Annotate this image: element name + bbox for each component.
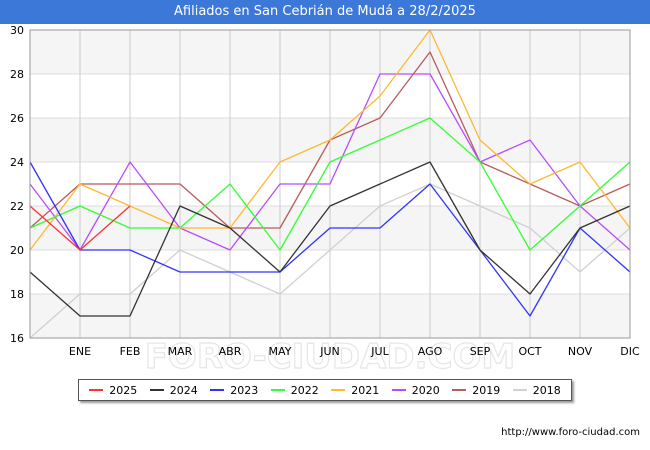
series-line-2025 — [29, 205, 131, 251]
legend-label: 2025 — [109, 383, 138, 397]
series-line-2020 — [29, 73, 631, 251]
legend: 2025 2024 2023 2022 2021 2020 2019 2018 — [78, 379, 572, 401]
legend-item-2024: 2024 — [149, 383, 198, 397]
y-tick-label: 16 — [10, 332, 24, 345]
legend-item-2023: 2023 — [210, 384, 258, 397]
x-tick-label: DIC — [620, 345, 640, 358]
legend-swatch — [512, 389, 527, 391]
x-tick-label: MAR — [168, 345, 193, 358]
y-tick-label: 24 — [10, 156, 24, 169]
legend-label: 2020 — [411, 383, 440, 397]
legend-item-2018: 2018 — [512, 383, 561, 397]
watermark: FORO-CIUDAD.COM — [145, 337, 516, 377]
plot-frame — [29, 29, 631, 339]
source-url: http://www.foro-ciudad.com — [501, 427, 640, 438]
legend-swatch — [210, 389, 225, 391]
legend-item-2021: 2021 — [331, 384, 379, 397]
x-tick-labels: ENE FEB MAR ABR MAY JUN JUL AGO SEP OCT NOV DIC — [69, 345, 640, 358]
x-tick-label: ENE — [69, 345, 91, 358]
x-tick-label: FEB — [120, 345, 141, 358]
y-tick-label: 26 — [10, 112, 24, 125]
legend-label: 2018 — [532, 383, 561, 397]
legend-swatch — [391, 389, 406, 391]
legend-label: 2019 — [472, 383, 501, 397]
series-lines — [29, 29, 631, 339]
legend-label: 2022 — [290, 383, 319, 397]
legend-swatch — [149, 389, 164, 391]
x-tick-label: ABR — [219, 345, 242, 358]
legend-swatch — [452, 389, 467, 391]
y-tick-label: 22 — [10, 200, 24, 213]
x-tick-label: AGO — [418, 345, 443, 358]
chart-title: Afiliados en San Cebrián de Mudá a 28/2/… — [0, 0, 650, 24]
x-tick-label: OCT — [518, 345, 541, 358]
series-line-2023 — [29, 161, 631, 317]
x-tick-label: JUL — [370, 345, 389, 358]
legend-item-2019: 2019 — [452, 384, 500, 397]
series-line-2018 — [29, 183, 631, 339]
legend-item-2025: 2025 — [89, 384, 137, 397]
legend-item-2020: 2020 — [391, 383, 440, 397]
y-tick-label: 20 — [10, 244, 24, 257]
y-tick-label: 18 — [10, 288, 24, 301]
y-tick-label: 28 — [10, 68, 24, 81]
y-tick-label: 30 — [10, 24, 24, 37]
x-tick-label: MAY — [269, 345, 292, 358]
legend-swatch — [89, 389, 104, 391]
legend-label: 2023 — [230, 383, 259, 397]
series-line-2024 — [29, 161, 631, 317]
legend-swatch — [270, 389, 285, 391]
series-line-2022 — [29, 117, 631, 251]
legend-label: 2021 — [351, 383, 380, 397]
y-tick-labels: 16 18 20 22 24 26 28 30 — [10, 24, 24, 345]
legend-swatch — [331, 389, 346, 391]
legend-item-2022: 2022 — [270, 383, 319, 397]
x-tick-label: NOV — [568, 345, 593, 358]
x-tick-label: JUN — [319, 345, 340, 358]
x-tick-label: SEP — [470, 345, 491, 358]
legend-label: 2024 — [169, 383, 198, 397]
